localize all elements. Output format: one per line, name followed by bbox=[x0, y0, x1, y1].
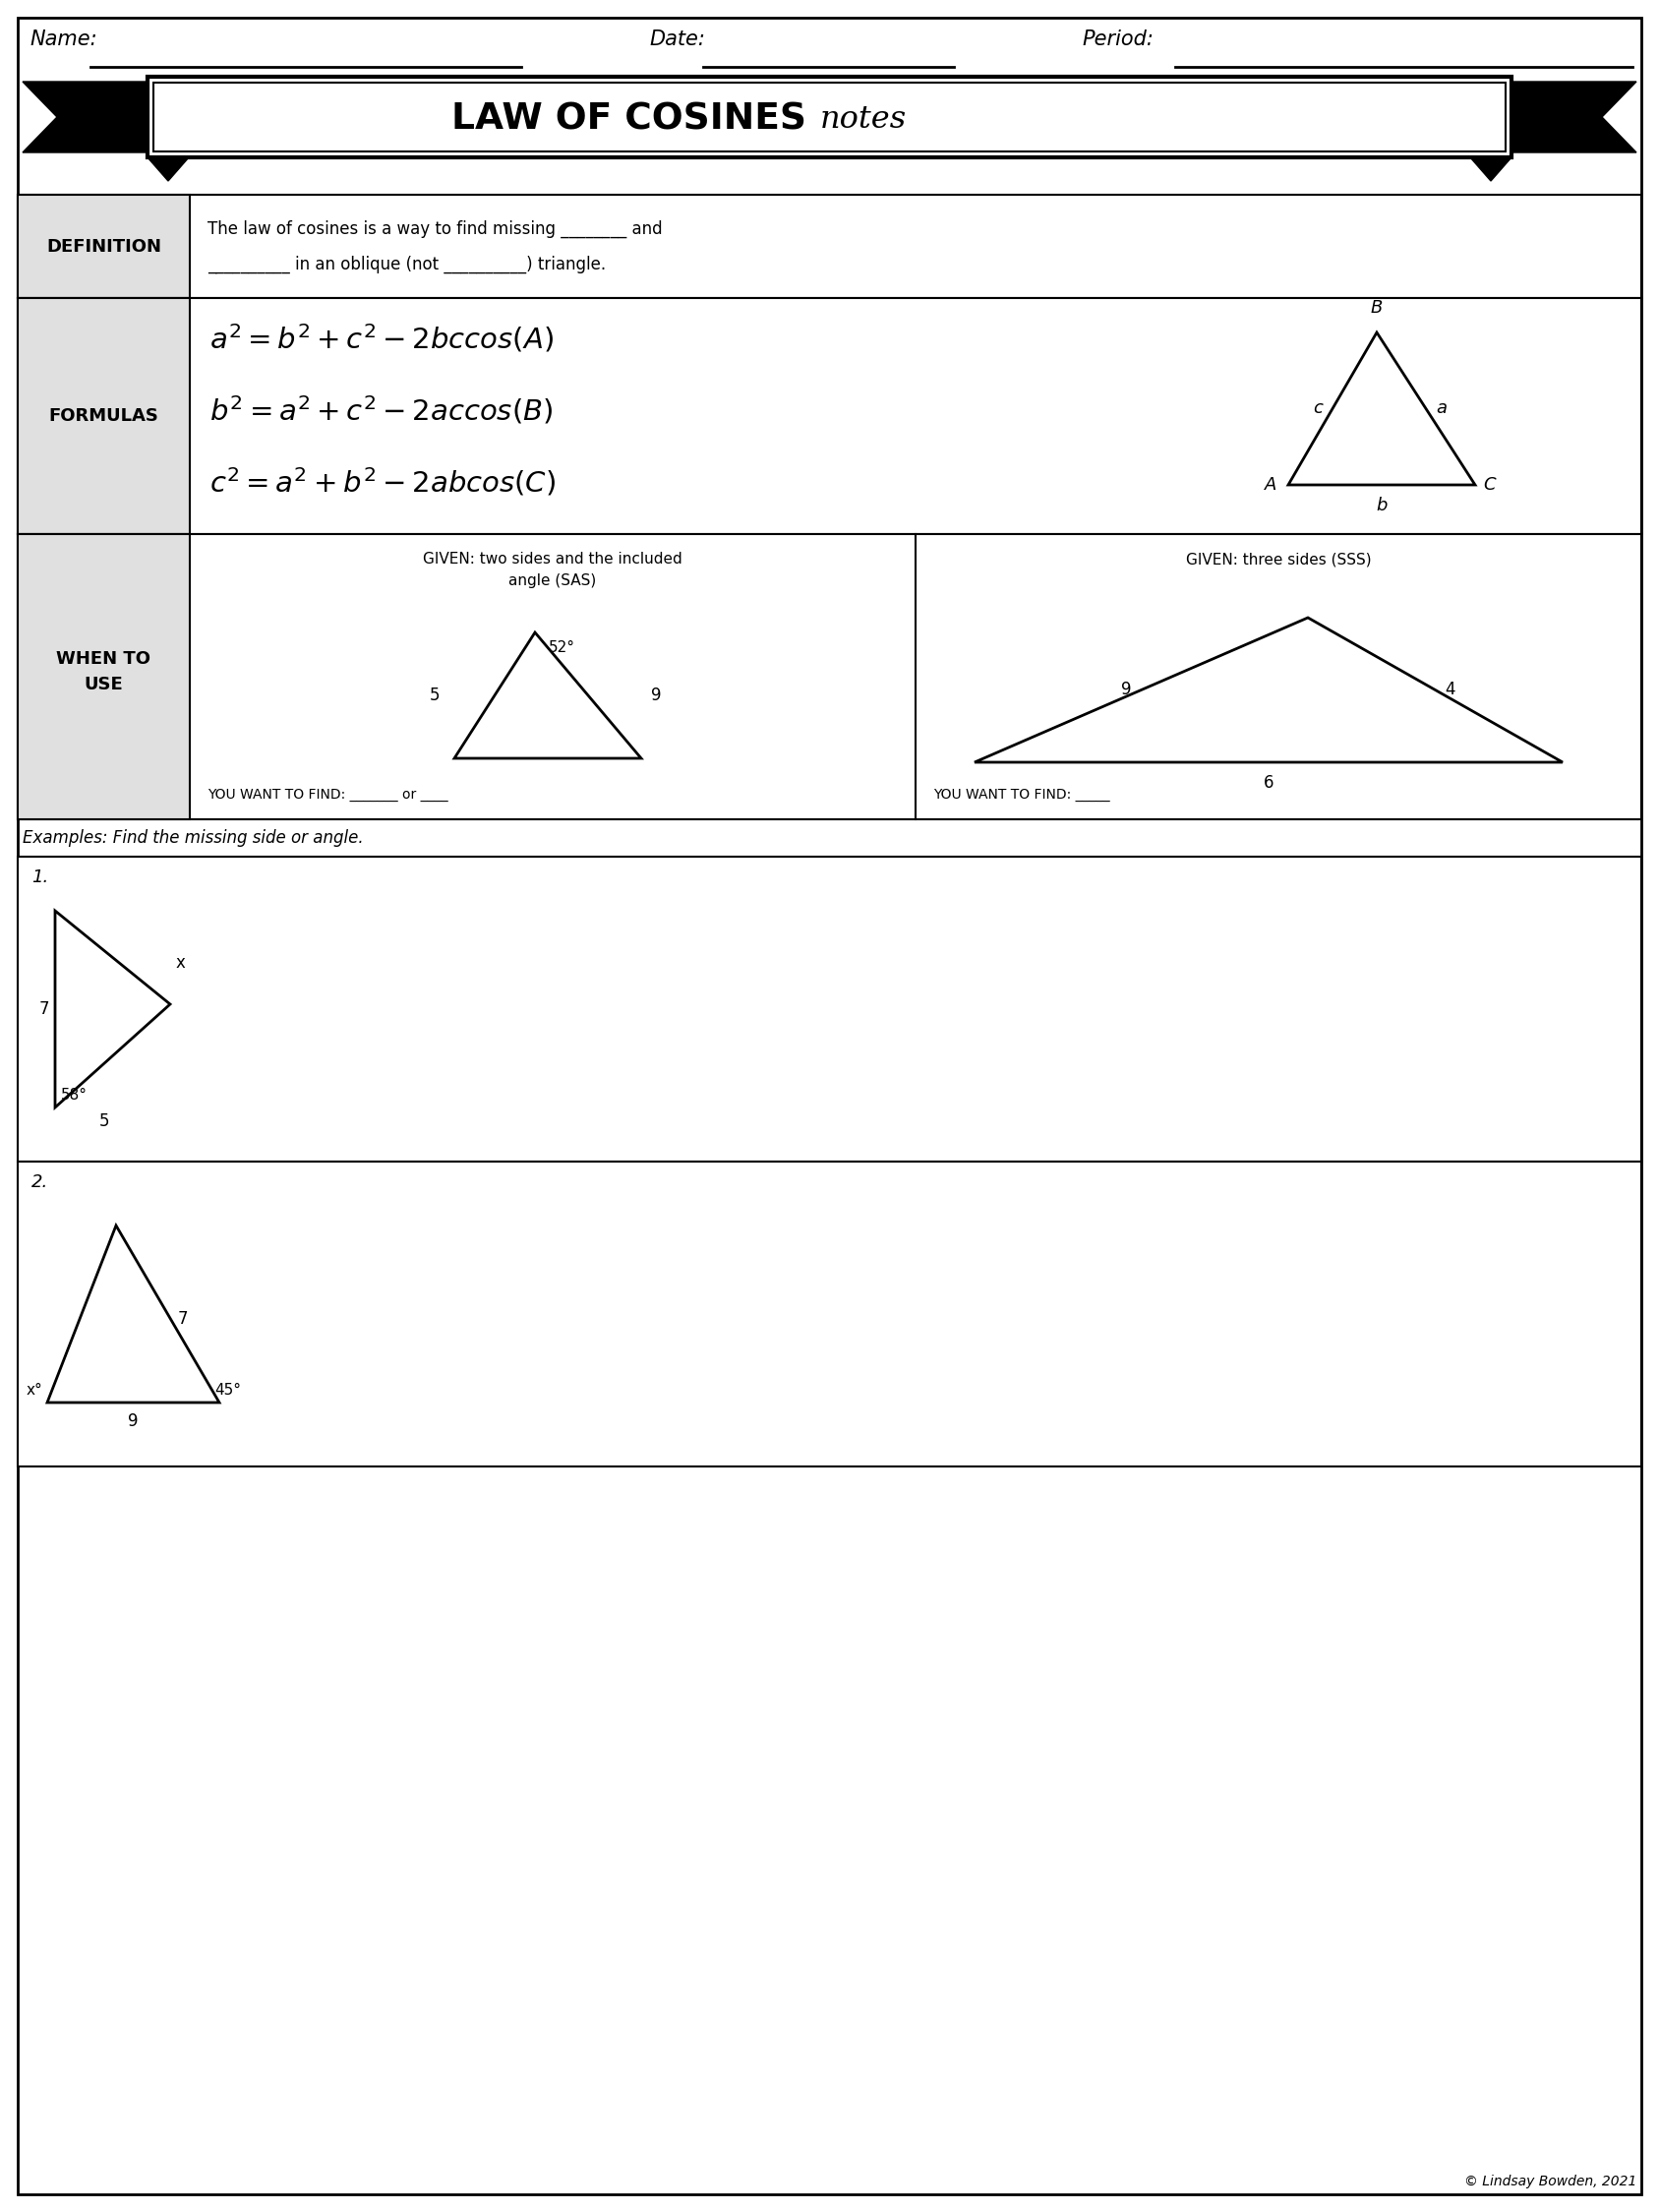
Text: GIVEN: two sides and the included: GIVEN: two sides and the included bbox=[423, 551, 682, 566]
Text: GIVEN: three sides (SSS): GIVEN: three sides (SSS) bbox=[1186, 551, 1372, 566]
Text: YOU WANT TO FIND: _______ or ____: YOU WANT TO FIND: _______ or ____ bbox=[207, 787, 448, 801]
Text: 6: 6 bbox=[1264, 774, 1274, 792]
Text: Examples: Find the missing side or angle.: Examples: Find the missing side or angle… bbox=[23, 830, 363, 847]
Text: c: c bbox=[1312, 400, 1322, 418]
Text: The law of cosines is a way to find missing ________ and: The law of cosines is a way to find miss… bbox=[207, 221, 662, 239]
Text: YOU WANT TO FIND: _____: YOU WANT TO FIND: _____ bbox=[934, 787, 1110, 801]
Polygon shape bbox=[1511, 82, 1636, 153]
Text: 1.: 1. bbox=[32, 869, 48, 887]
Text: 7: 7 bbox=[178, 1310, 187, 1327]
Bar bbox=[18, 1161, 1641, 1467]
Text: 5: 5 bbox=[100, 1113, 109, 1130]
Text: $a^2= b^2 + c^2 - 2bccos(A)$: $a^2= b^2 + c^2 - 2bccos(A)$ bbox=[209, 323, 554, 354]
Bar bbox=[148, 77, 1511, 157]
Text: __________ in an oblique (not __________) triangle.: __________ in an oblique (not __________… bbox=[207, 257, 606, 274]
Bar bbox=[18, 533, 1641, 818]
Text: DEFINITION: DEFINITION bbox=[46, 237, 161, 254]
Text: A: A bbox=[1264, 476, 1276, 493]
Text: angle (SAS): angle (SAS) bbox=[509, 573, 597, 588]
Text: $b^2= a^2 + c^2 - 2accos(B)$: $b^2= a^2 + c^2 - 2accos(B)$ bbox=[209, 394, 552, 427]
Text: 5: 5 bbox=[430, 686, 440, 703]
Text: 58°: 58° bbox=[61, 1088, 88, 1102]
Polygon shape bbox=[1470, 157, 1511, 181]
Text: a: a bbox=[1435, 400, 1447, 418]
Text: $c^2= a^2 + b^2 - 2abcos(C)$: $c^2= a^2 + b^2 - 2abcos(C)$ bbox=[209, 467, 556, 498]
Text: FORMULAS: FORMULAS bbox=[48, 407, 159, 425]
Text: WHEN TO
USE: WHEN TO USE bbox=[56, 650, 151, 695]
Bar bbox=[18, 856, 1641, 1161]
Text: © Lindsay Bowden, 2021: © Lindsay Bowden, 2021 bbox=[1463, 2174, 1636, 2188]
Text: Name:: Name: bbox=[30, 29, 96, 49]
Bar bbox=[18, 299, 1641, 533]
Text: Date:: Date: bbox=[649, 29, 705, 49]
Text: notes: notes bbox=[820, 104, 906, 135]
Text: 7: 7 bbox=[38, 1000, 50, 1018]
Polygon shape bbox=[148, 157, 189, 181]
Polygon shape bbox=[23, 82, 148, 153]
Text: B: B bbox=[1370, 299, 1384, 316]
Text: b: b bbox=[1375, 498, 1387, 515]
Text: x: x bbox=[176, 953, 186, 971]
Polygon shape bbox=[46, 1225, 219, 1402]
Text: 9: 9 bbox=[1121, 681, 1131, 699]
Text: 45°: 45° bbox=[214, 1382, 241, 1398]
Text: LAW OF COSINES: LAW OF COSINES bbox=[451, 102, 820, 137]
Text: 9: 9 bbox=[650, 686, 662, 703]
Text: Period:: Period: bbox=[1082, 29, 1153, 49]
Polygon shape bbox=[974, 617, 1563, 763]
Text: x°: x° bbox=[27, 1382, 41, 1398]
Bar bbox=[18, 533, 189, 818]
Polygon shape bbox=[455, 633, 640, 759]
Text: 52°: 52° bbox=[549, 639, 576, 655]
Polygon shape bbox=[1289, 332, 1475, 484]
Bar bbox=[18, 195, 1641, 299]
Polygon shape bbox=[55, 911, 171, 1108]
Bar bbox=[18, 195, 189, 299]
Text: C: C bbox=[1483, 476, 1495, 493]
Bar bbox=[153, 82, 1506, 150]
Text: 4: 4 bbox=[1445, 681, 1455, 699]
Text: 9: 9 bbox=[128, 1413, 138, 1431]
Text: 2.: 2. bbox=[32, 1172, 48, 1190]
Bar bbox=[18, 299, 189, 533]
